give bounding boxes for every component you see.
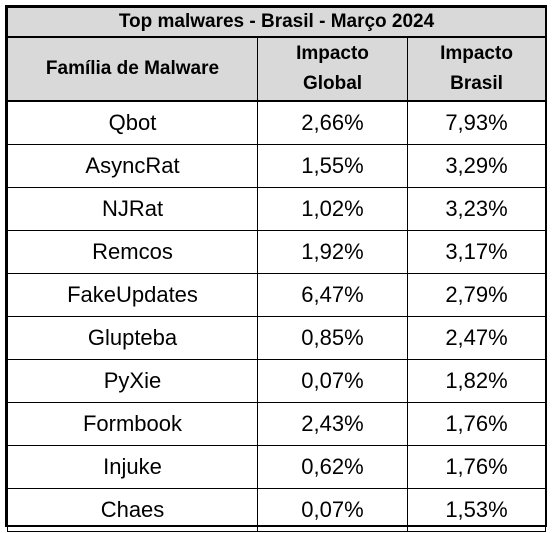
- cell-impact-brasil: 7,93%: [406, 100, 547, 145]
- cell-impact-brasil: 2,79%: [406, 273, 547, 317]
- cell-impact-global: 2,66%: [257, 100, 408, 145]
- cell-family: NJRat: [7, 187, 258, 231]
- cell-family: Glupteba: [7, 316, 258, 360]
- cell-impact-brasil: 1,53%: [406, 488, 547, 532]
- table-row: Formbook 2,43% 1,76%: [7, 402, 547, 446]
- cell-impact-global: 1,02%: [257, 187, 408, 231]
- table-row: Qbot 2,66% 7,93%: [7, 100, 547, 145]
- table-row: NJRat 1,02% 3,23%: [7, 187, 547, 231]
- cell-family: Formbook: [7, 402, 258, 446]
- cell-impact-global: 0,62%: [257, 445, 408, 489]
- cell-impact-brasil: 3,23%: [406, 187, 547, 231]
- cell-impact-brasil: 1,82%: [406, 359, 547, 403]
- table-row: Remcos 1,92% 3,17%: [7, 230, 547, 274]
- column-header-global: Impacto Global: [257, 36, 408, 102]
- cell-impact-brasil: 3,29%: [406, 144, 547, 188]
- malware-table: Top malwares - Brasil - Março 2024 Famíl…: [6, 7, 547, 532]
- table-row: Injuke 0,62% 1,76%: [7, 445, 547, 489]
- cell-impact-global: 0,07%: [257, 488, 408, 532]
- table-row: FakeUpdates 6,47% 2,79%: [7, 273, 547, 317]
- table-title: Top malwares - Brasil - Março 2024: [6, 7, 547, 38]
- cell-impact-global: 0,07%: [257, 359, 408, 403]
- table-row: AsyncRat 1,55% 3,29%: [7, 144, 547, 188]
- cell-impact-brasil: 1,76%: [406, 402, 547, 446]
- column-header-global-line-2: Global: [302, 73, 363, 94]
- column-header-brasil-line-1: Impacto: [440, 43, 513, 64]
- cell-impact-global: 6,47%: [257, 273, 408, 317]
- cell-family: Injuke: [7, 445, 258, 489]
- cell-family: Chaes: [7, 488, 258, 532]
- cell-impact-global: 2,43%: [257, 402, 408, 446]
- cell-impact-brasil: 3,17%: [406, 230, 547, 274]
- column-header-global-line-1: Impacto: [296, 43, 369, 64]
- malware-table-frame: Top malwares - Brasil - Março 2024 Famíl…: [5, 5, 547, 532]
- cell-family: AsyncRat: [7, 144, 258, 188]
- column-header-brasil-line-2: Brasil: [450, 73, 503, 94]
- column-header-family-line: Família de Malware: [45, 58, 220, 79]
- cell-family: Qbot: [7, 100, 258, 145]
- column-header-brasil: Impacto Brasil: [406, 36, 547, 102]
- table-row: Glupteba 0,85% 2,47%: [7, 316, 547, 360]
- cell-family: FakeUpdates: [7, 273, 258, 317]
- table-row: Chaes 0,07% 1,53%: [7, 488, 547, 532]
- cell-impact-global: 0,85%: [257, 316, 408, 360]
- cell-impact-brasil: 1,76%: [406, 445, 547, 489]
- cell-impact-global: 1,55%: [257, 144, 408, 188]
- column-header-family: Família de Malware: [7, 36, 258, 102]
- cell-family: PyXie: [7, 359, 258, 403]
- table-row: PyXie 0,07% 1,82%: [7, 359, 547, 403]
- cell-impact-brasil: 2,47%: [406, 316, 547, 360]
- table-body: Qbot 2,66% 7,93% AsyncRat 1,55% 3,29% NJRat 1,0…: [7, 100, 547, 532]
- cell-impact-global: 1,92%: [257, 230, 408, 274]
- cell-family: Remcos: [7, 230, 258, 274]
